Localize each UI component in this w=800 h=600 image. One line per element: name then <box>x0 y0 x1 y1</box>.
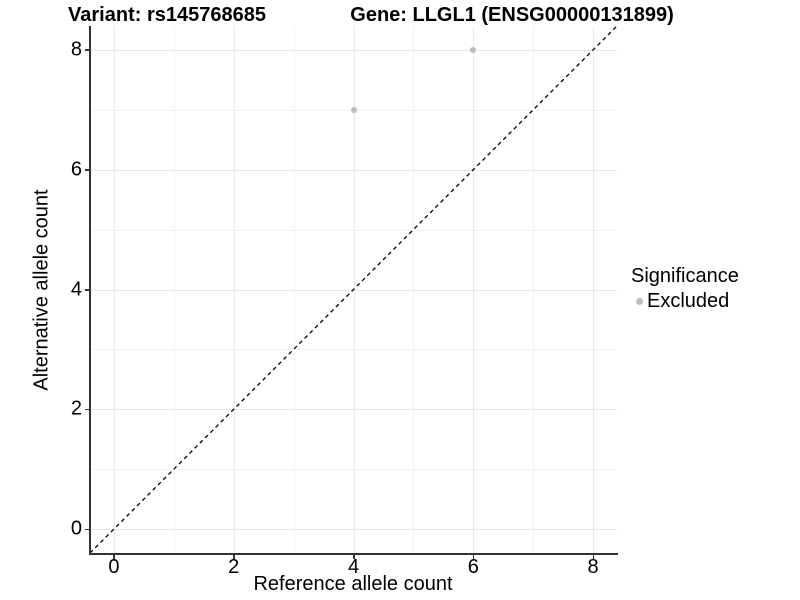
y-tick-mark <box>85 289 90 291</box>
y-tick-label: 8 <box>70 38 82 61</box>
y-tick-mark <box>85 528 90 531</box>
y-major-gridline <box>90 529 617 531</box>
x-tick-label: 6 <box>467 556 479 578</box>
variant-title: Variant: rs145768685 <box>68 4 266 26</box>
y-tick-label: 0 <box>70 517 82 540</box>
legend: Significance Excluded <box>631 265 739 313</box>
y-major-gridline <box>90 409 617 411</box>
x-tick-mark <box>113 554 115 559</box>
x-axis-line <box>89 553 618 555</box>
y-major-gridline <box>90 49 617 51</box>
x-axis-title: Reference allele count <box>253 573 453 595</box>
legend-key <box>631 298 647 305</box>
x-tick-label: 0 <box>108 556 120 578</box>
legend-point-icon <box>635 298 643 305</box>
y-major-gridline <box>90 169 617 171</box>
legend-title: Significance <box>631 265 739 287</box>
y-tick-mark <box>85 49 90 51</box>
x-tick-mark <box>472 554 475 559</box>
data-point <box>350 106 357 113</box>
y-tick-mark <box>85 408 90 411</box>
x-tick-mark <box>233 554 235 559</box>
x-tick-label: 4 <box>347 556 360 578</box>
y-tick-label: 2 <box>70 397 82 420</box>
plot-panel <box>90 26 617 553</box>
y-axis-line <box>89 26 91 555</box>
x-tick-label: 8 <box>587 556 599 578</box>
identity-dashed-line <box>90 26 617 553</box>
y-tick-label: 6 <box>70 158 82 181</box>
y-tick-label: 4 <box>70 278 82 300</box>
legend-item-label: Excluded <box>647 290 730 312</box>
legend-item: Excluded <box>631 290 739 313</box>
x-tick-mark <box>592 554 595 559</box>
gene-title: Gene: LLGL1 (ENSG00000131899) <box>350 4 674 26</box>
y-tick-mark <box>85 169 90 171</box>
data-point <box>470 46 477 53</box>
x-tick-mark <box>353 554 355 559</box>
x-tick-label: 2 <box>228 556 240 578</box>
